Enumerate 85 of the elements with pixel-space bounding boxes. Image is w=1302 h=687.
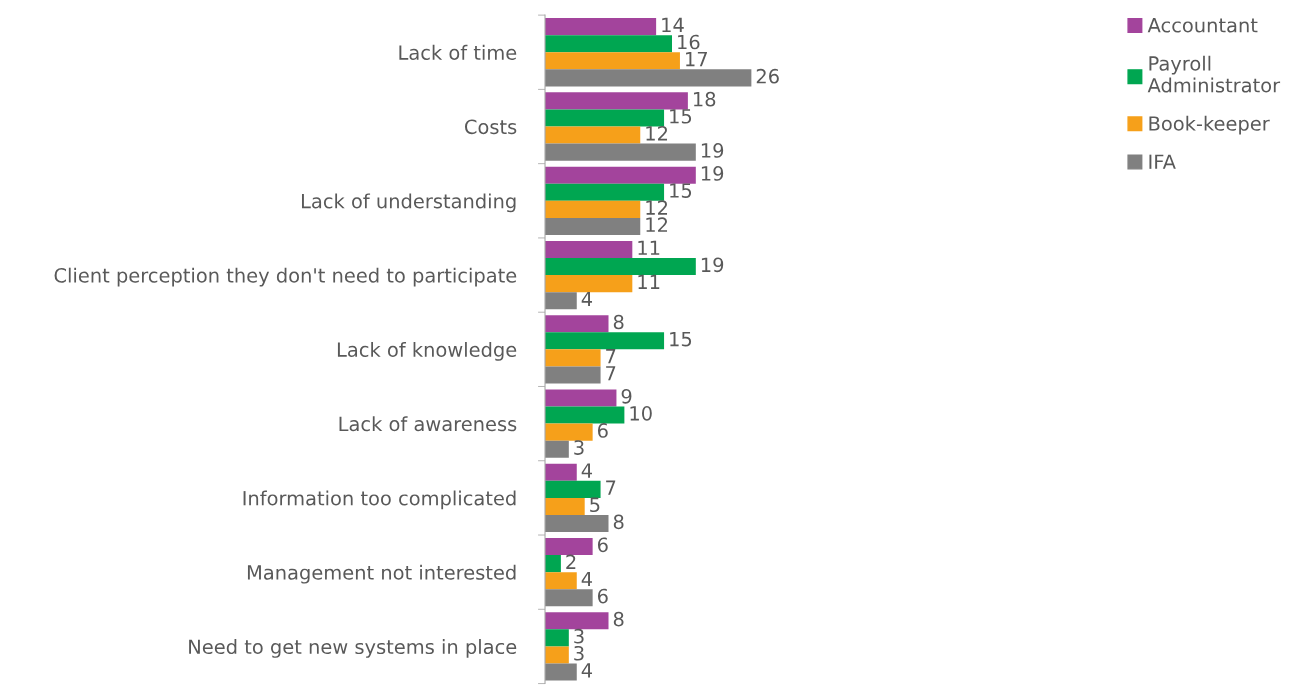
bar xyxy=(545,240,633,258)
data-label: 15 xyxy=(670,331,692,347)
bar xyxy=(545,423,593,441)
data-label: 6 xyxy=(597,588,608,604)
bar xyxy=(545,389,617,407)
bar xyxy=(545,480,601,498)
bar xyxy=(545,514,609,533)
data-label: 8 xyxy=(613,611,624,627)
bar xyxy=(545,200,641,218)
bar xyxy=(545,109,665,127)
y-tick-label: Client perception they don't need to participate xyxy=(54,267,517,287)
legend-label: Book-keeper xyxy=(1149,115,1270,135)
bar xyxy=(545,589,593,607)
data-label: 19 xyxy=(701,143,724,158)
data-label: 17 xyxy=(686,51,707,67)
bar xyxy=(545,257,696,276)
bar xyxy=(545,349,601,367)
data-label: 19 xyxy=(701,257,724,273)
bar xyxy=(545,646,569,664)
legend-label: IFA xyxy=(1149,154,1176,169)
data-label: 12 xyxy=(646,200,668,215)
data-label: 11 xyxy=(638,240,660,255)
bar xyxy=(545,315,609,333)
data-label: 3 xyxy=(574,645,584,661)
data-label: 18 xyxy=(693,91,716,107)
y-tick-label: Lack of understanding xyxy=(301,193,516,213)
data-label: 3 xyxy=(574,440,584,455)
bar xyxy=(545,555,561,573)
bar xyxy=(545,612,609,630)
bar xyxy=(545,92,688,110)
y-tick-label: Lack of knowledge xyxy=(337,341,517,361)
data-label: 12 xyxy=(646,217,668,232)
data-label: 7 xyxy=(606,480,616,495)
data-label: 8 xyxy=(613,514,624,530)
bar xyxy=(545,275,633,293)
bar xyxy=(545,183,665,201)
data-label: 4 xyxy=(581,463,593,478)
data-label: 4 xyxy=(581,663,593,678)
y-tick-label: Lack of time xyxy=(399,44,517,60)
data-label: 4 xyxy=(581,291,593,307)
data-label: 12 xyxy=(646,126,668,141)
data-label: 5 xyxy=(590,497,600,513)
data-label: 15 xyxy=(670,109,692,124)
data-label: 8 xyxy=(613,314,624,330)
bar xyxy=(545,18,657,36)
bar xyxy=(545,292,577,310)
data-label: 14 xyxy=(662,17,684,32)
data-label: 2 xyxy=(566,554,576,569)
bar xyxy=(545,663,577,681)
bar xyxy=(545,217,641,235)
data-label: 11 xyxy=(638,274,660,289)
data-label: 9 xyxy=(621,388,632,404)
y-tick-label: Lack of awareness xyxy=(339,416,517,432)
bar xyxy=(545,440,569,458)
bar xyxy=(545,332,665,350)
bar xyxy=(545,537,593,556)
data-label: 7 xyxy=(606,349,616,364)
data-label: 6 xyxy=(597,423,608,438)
data-label: 16 xyxy=(678,34,700,50)
bar xyxy=(545,126,641,144)
data-label: 10 xyxy=(630,406,652,421)
y-tick-label: Need to get new systems in place xyxy=(189,639,517,658)
bar xyxy=(545,463,577,481)
y-tick-label: Management not interested xyxy=(247,564,516,584)
bar xyxy=(545,366,601,384)
bar xyxy=(545,406,625,424)
bar xyxy=(545,497,585,515)
bar xyxy=(545,166,696,184)
bar xyxy=(545,35,672,53)
data-label: 7 xyxy=(606,366,616,381)
data-label: 19 xyxy=(701,166,724,181)
bar xyxy=(545,69,752,87)
data-label: 26 xyxy=(756,68,779,84)
legend-label: Payroll Administrator xyxy=(1147,55,1281,93)
y-tick-label: Costs xyxy=(464,119,517,135)
bar xyxy=(545,52,680,70)
bar xyxy=(545,629,569,647)
legend-label: Accountant xyxy=(1147,18,1258,33)
data-label: 4 xyxy=(581,571,593,587)
data-label: 15 xyxy=(670,183,692,198)
y-tick-label: Information too complicated xyxy=(243,490,516,510)
bar xyxy=(545,143,696,161)
data-label: 3 xyxy=(574,628,584,644)
bar xyxy=(545,572,577,590)
data-label: 6 xyxy=(597,537,608,553)
